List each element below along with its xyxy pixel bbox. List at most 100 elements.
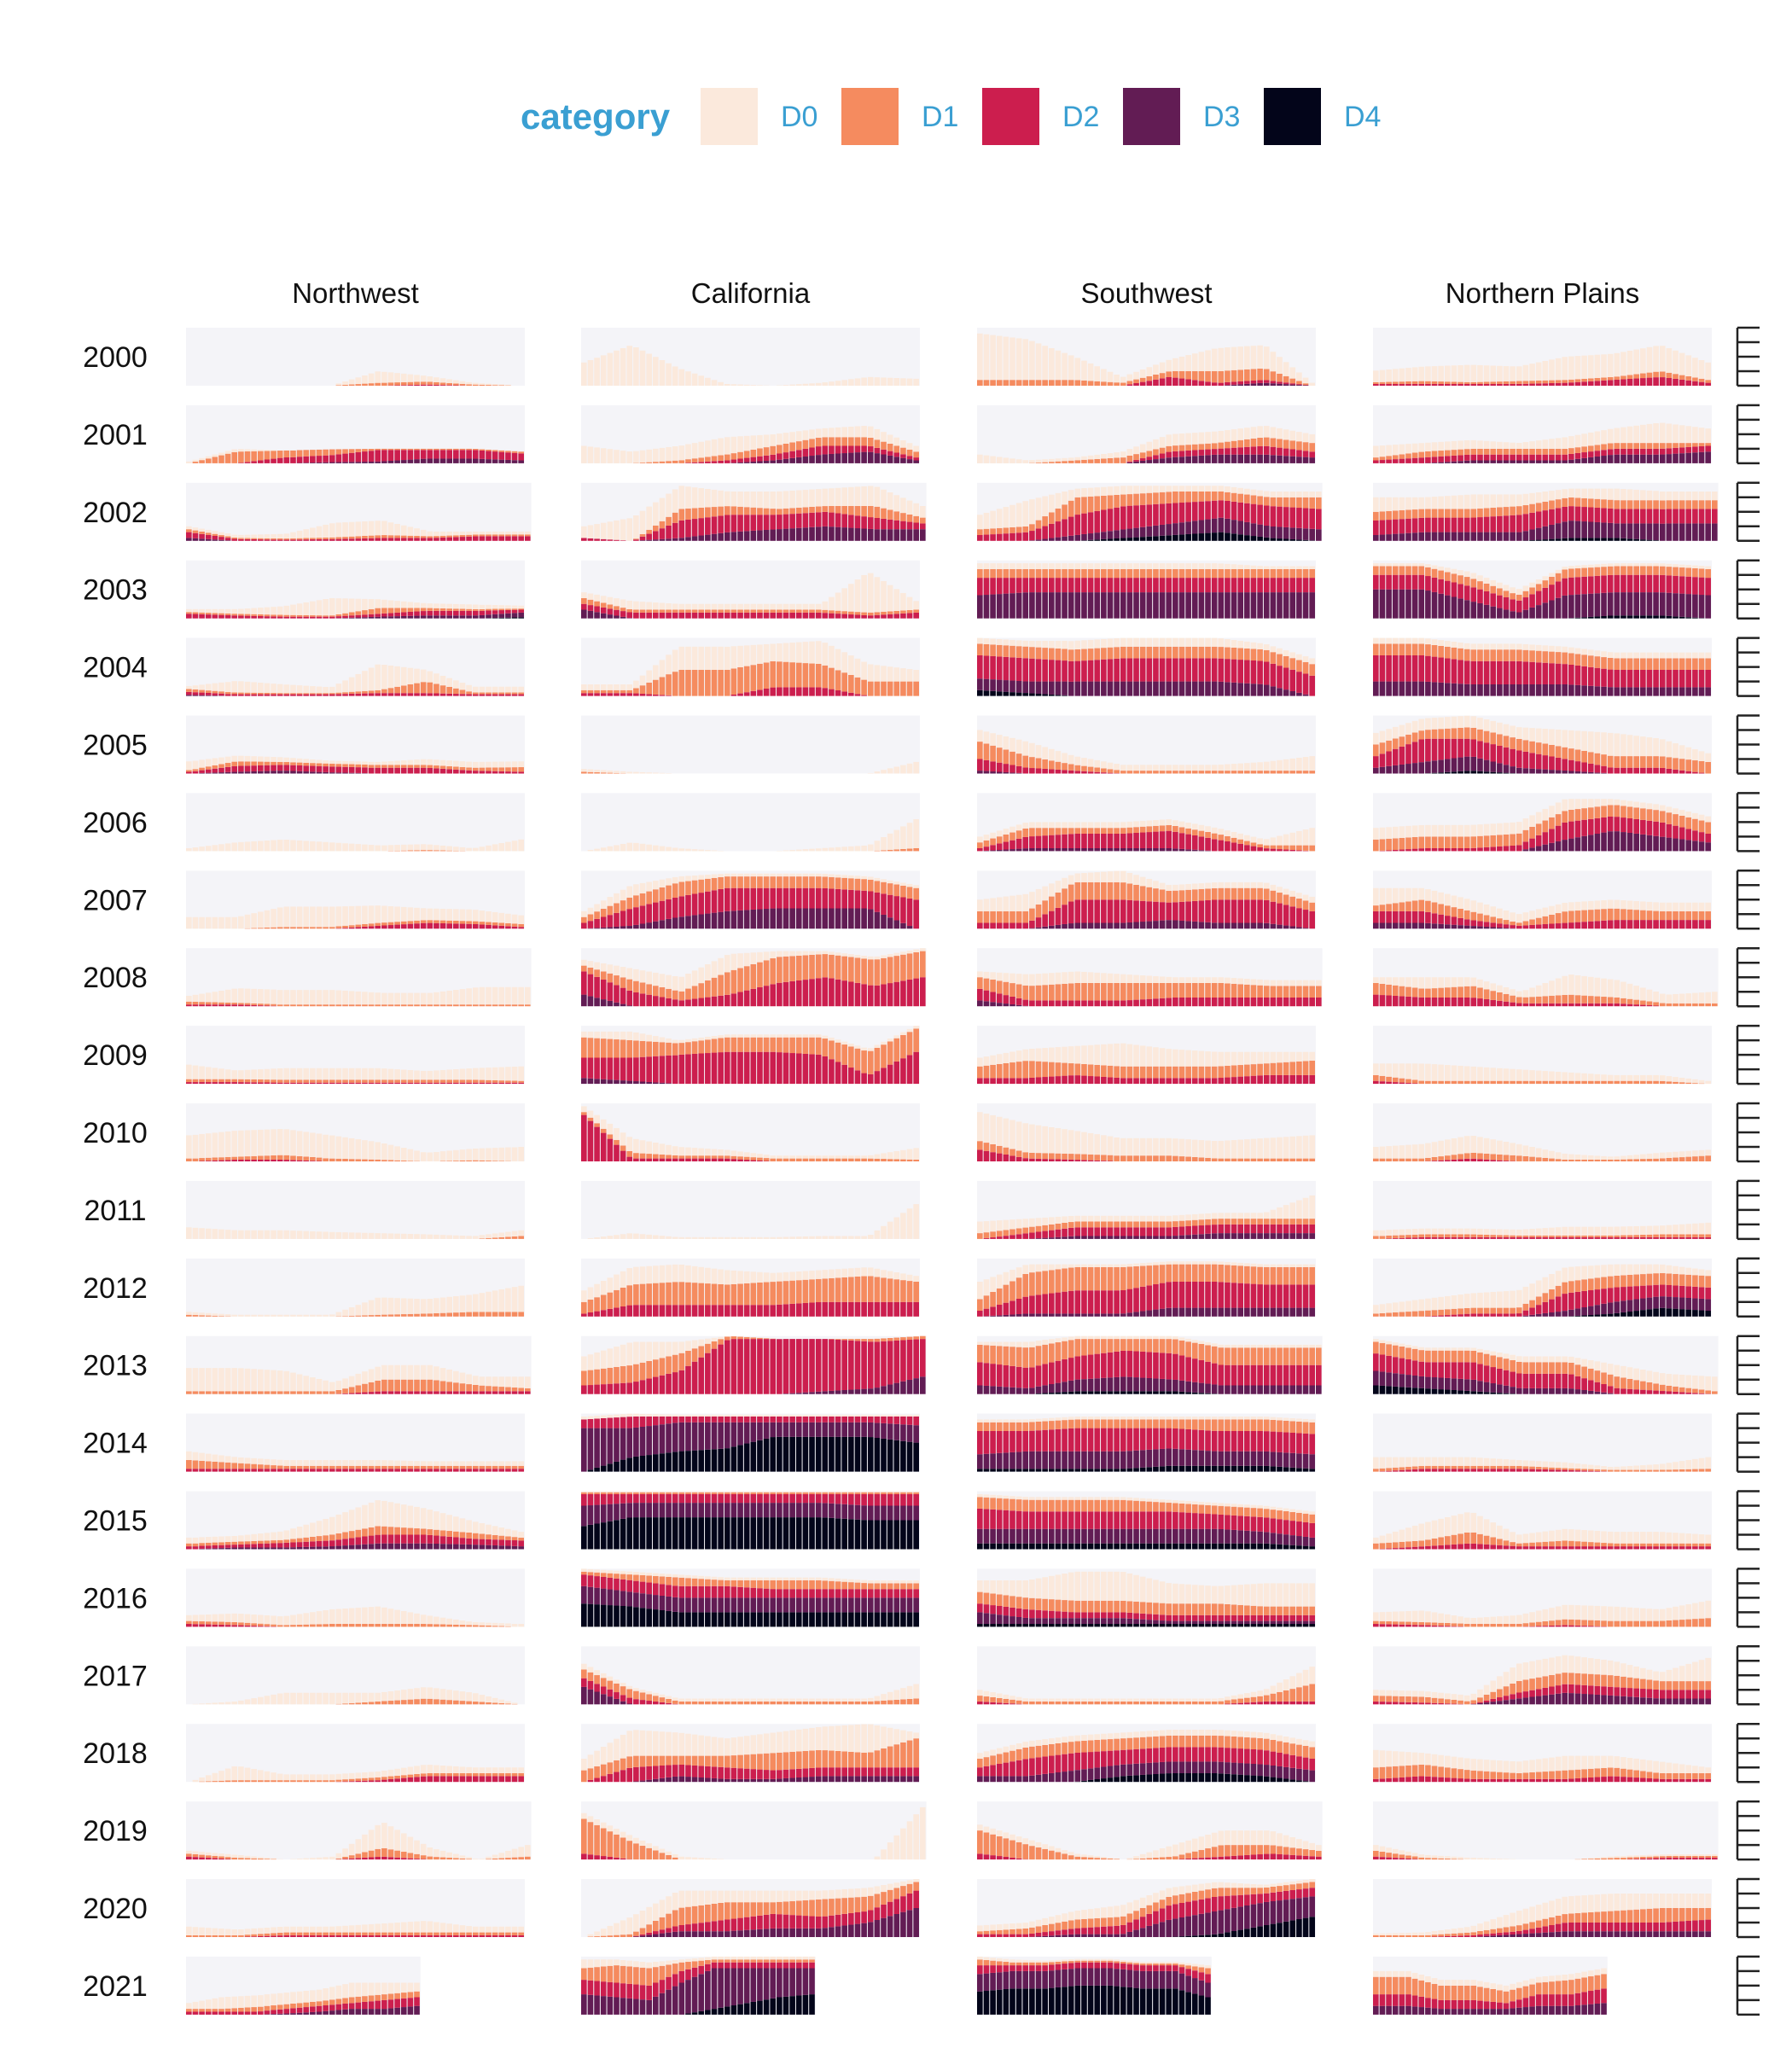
bar-segment-d4 [1673, 616, 1679, 619]
bar-segment-d2 [1270, 446, 1277, 456]
bar-segment-d0 [498, 912, 505, 923]
bar-segment-d1 [815, 437, 822, 447]
bar-segment-d2 [1068, 834, 1074, 848]
bar-segment-d1 [1581, 750, 1587, 763]
bar-segment-d0 [1653, 491, 1659, 501]
bar-segment-d2 [466, 694, 472, 696]
bar-segment-d3 [1411, 589, 1418, 619]
bar-segment-d1 [290, 450, 296, 457]
bar-segment-d1 [1522, 740, 1529, 752]
bar-segment-d2 [1003, 533, 1009, 541]
bar-segment-d2 [861, 445, 867, 452]
bar-segment-d1 [691, 508, 698, 520]
bar-segment-d1 [646, 891, 652, 905]
bar-segment-d2 [1231, 842, 1237, 852]
bar-segment-d1 [498, 922, 505, 926]
bar-segment-d4 [1653, 540, 1659, 541]
row-label-year: 2021 [83, 1970, 148, 2003]
bar-segment-d1 [1581, 567, 1587, 577]
bar-segment-d1 [1535, 448, 1542, 455]
bar-segment-d0 [841, 652, 848, 673]
bar-segment-d0 [652, 665, 659, 680]
bar-segment-d0 [1139, 369, 1146, 378]
bar-segment-d3 [1277, 592, 1283, 619]
bar-segment-d1 [224, 692, 231, 695]
bar-segment-d0 [1607, 732, 1614, 756]
bar-segment-d0 [186, 461, 192, 463]
bar-segment-d0 [335, 906, 342, 927]
bar-segment-d0 [620, 451, 626, 463]
bar-segment-d0 [1392, 726, 1399, 739]
bar-segment-d1 [1211, 371, 1218, 383]
bar-segment-d3 [1146, 681, 1153, 696]
bar-segment-d1 [1139, 377, 1146, 382]
bar-segment-d1 [1549, 448, 1555, 455]
bar-segment-d2 [1444, 456, 1451, 463]
bar-segment-d1 [698, 879, 705, 893]
bar-segment-d3 [1633, 454, 1640, 463]
bar-segment-d1 [257, 761, 264, 765]
bar-segment-d2 [1568, 759, 1574, 771]
bar-segment-d0 [587, 907, 594, 915]
bar-segment-d2 [1692, 509, 1698, 524]
bar-segment-d2 [1653, 448, 1659, 455]
bar-segment-d1 [1296, 568, 1302, 579]
bar-segment-d2 [1198, 381, 1205, 386]
bar-segment-d1 [783, 443, 789, 453]
bar-segment-d2 [614, 539, 620, 541]
bar-segment-d2 [296, 765, 303, 771]
bar-segment-d1 [1003, 749, 1009, 765]
bar-segment-d1 [257, 692, 264, 695]
bar-segment-d1 [1302, 845, 1309, 851]
bar-segment-d1 [1231, 837, 1237, 843]
bar-segment-d1 [1705, 822, 1711, 834]
bar-segment-d0 [854, 486, 861, 506]
bar-segment-d2 [1062, 834, 1068, 848]
bar-segment-d0 [977, 515, 983, 530]
bar-segment-d1 [1399, 736, 1405, 747]
bar-segment-d2 [264, 616, 271, 619]
bar-segment-d1 [685, 459, 691, 463]
bar-segment-d0 [1542, 576, 1549, 581]
bar-segment-d2 [1477, 454, 1483, 461]
bar-segment-d0 [1055, 458, 1062, 462]
bar-segment-d0 [1399, 637, 1405, 644]
bar-segment-d3 [1666, 837, 1673, 852]
bar-segment-d2 [1535, 383, 1542, 386]
bar-segment-d3 [1198, 681, 1205, 696]
bar-segment-d2 [1666, 670, 1673, 688]
bar-segment-d0 [1581, 355, 1587, 379]
bar-segment-d1 [381, 448, 387, 451]
bar-segment-d2 [316, 456, 323, 463]
bar-segment-d0 [1015, 739, 1022, 754]
bar-segment-d1 [368, 608, 375, 614]
bar-segment-d3 [1309, 528, 1315, 541]
bar-segment-d0 [795, 490, 802, 508]
bar-segment-d1 [1373, 643, 1379, 655]
bar-segment-d3 [1568, 838, 1574, 852]
bar-segment-d0 [900, 882, 906, 886]
bar-segment-d3 [861, 528, 867, 541]
bar-segment-d2 [1568, 821, 1574, 839]
bar-segment-d3 [1542, 844, 1549, 852]
bar-segment-d0 [1542, 645, 1549, 652]
bar-segment-d2 [1659, 509, 1666, 524]
bar-segment-d2 [1270, 848, 1277, 852]
bar-segment-d0 [1283, 834, 1289, 846]
bar-segment-d0 [355, 673, 362, 692]
bar-segment-d0 [881, 489, 887, 509]
bar-segment-d2 [446, 537, 453, 541]
bar-segment-d2 [244, 765, 251, 772]
bar-segment-d1 [867, 681, 874, 696]
bar-segment-d0 [1418, 637, 1425, 644]
bar-segment-d1 [1673, 758, 1679, 770]
bar-segment-d4 [1562, 538, 1568, 541]
bar-segment-d0 [1594, 564, 1601, 567]
bar-segment-d0 [283, 605, 290, 615]
bar-segment-d1 [212, 765, 218, 769]
bar-segment-d1 [1574, 497, 1581, 507]
bar-segment-d2 [809, 612, 815, 619]
bar-segment-d2 [1263, 578, 1270, 593]
bar-segment-d0 [1042, 886, 1048, 901]
bar-segment-d1 [983, 840, 990, 847]
